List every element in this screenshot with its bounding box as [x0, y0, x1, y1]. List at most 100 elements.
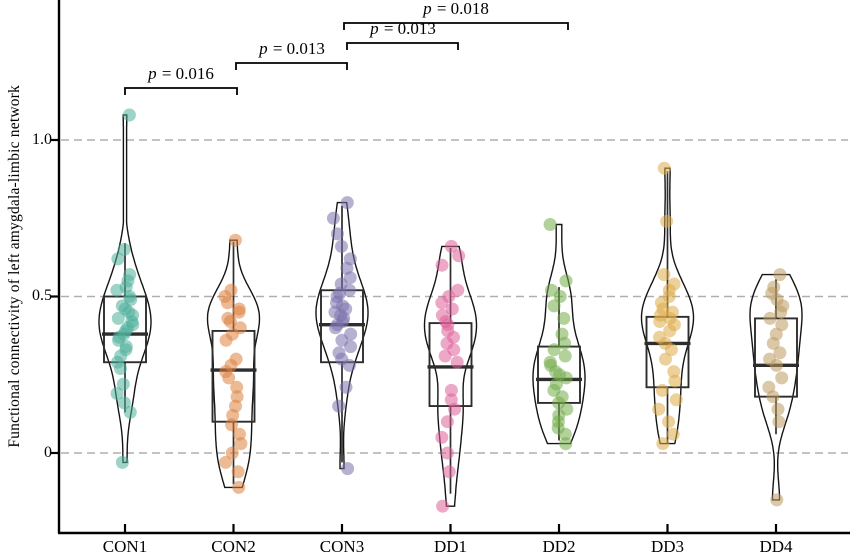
data-point [669, 393, 683, 407]
x-tick-label-dd2: DD2 [542, 537, 576, 556]
data-point [662, 415, 676, 429]
data-point [114, 362, 127, 375]
data-point [111, 311, 125, 325]
data-point [775, 318, 789, 332]
data-point [332, 399, 346, 413]
scatter-CON1 [110, 108, 140, 469]
data-point [444, 383, 458, 397]
sig-bracket-CON1-CON2 [124, 87, 238, 95]
scatter-DD2 [543, 218, 574, 451]
data-point [553, 290, 567, 303]
data-point [547, 343, 561, 357]
data-point [666, 427, 680, 441]
data-point [770, 493, 784, 507]
data-point [221, 296, 234, 310]
data-point [219, 455, 233, 469]
data-point [559, 437, 573, 451]
data-point [342, 358, 356, 372]
data-point [435, 296, 449, 310]
y-tick-label-0: 0 [44, 444, 52, 461]
data-point [774, 305, 788, 319]
data-point [329, 321, 342, 335]
data-point [339, 380, 353, 394]
data-point [230, 380, 244, 394]
data-point [222, 371, 236, 385]
data-point [559, 371, 573, 385]
x-tick-label-dd1: DD1 [433, 537, 468, 556]
data-point [115, 455, 129, 469]
data-point [343, 271, 357, 285]
data-point [547, 299, 561, 313]
x-tick-label-con2: CON2 [211, 537, 256, 556]
scatter-CON3 [326, 196, 358, 476]
data-point [341, 462, 355, 476]
data-point [116, 377, 130, 391]
y-tick-label-0-5: 0.5 [32, 287, 52, 304]
data-point [770, 358, 783, 372]
data-point [436, 499, 450, 513]
data-point [653, 315, 667, 328]
data-point [111, 252, 125, 266]
data-point [657, 268, 671, 282]
x-tick-label-dd3: DD3 [650, 537, 685, 556]
data-point [435, 258, 449, 272]
data-point [775, 371, 789, 385]
data-point [657, 161, 671, 175]
p-value-label-con3-dd1: p = 0.013 [370, 19, 436, 38]
data-point [772, 415, 786, 429]
data-point [771, 402, 785, 416]
scatter-CON2 [218, 233, 248, 494]
data-point [766, 336, 780, 350]
data-point [773, 346, 787, 360]
data-point [668, 374, 682, 388]
data-point [231, 465, 245, 479]
violin-outline-DD2 [532, 223, 586, 445]
data-point [445, 302, 459, 316]
data-point [110, 387, 124, 400]
data-point [444, 239, 458, 253]
data-point [330, 227, 344, 241]
data-point [663, 324, 677, 338]
data-point [223, 315, 237, 328]
x-tick-label-con1: CON1 [102, 537, 148, 556]
data-point [452, 249, 466, 263]
data-point [773, 268, 787, 282]
data-point [652, 402, 666, 416]
x-tick-label-con3: CON3 [319, 537, 365, 556]
data-point [234, 437, 248, 451]
scatter-DD1 [435, 239, 466, 513]
data-point [442, 465, 456, 479]
data-point [448, 402, 462, 416]
data-point [655, 383, 669, 397]
data-point [122, 108, 136, 122]
data-point [438, 349, 452, 363]
x-tick-label-dd4: DD4 [759, 537, 793, 556]
data-point [226, 408, 240, 422]
data-point [344, 340, 358, 354]
data-point [559, 274, 573, 288]
data-point [228, 233, 242, 247]
data-point [660, 214, 674, 228]
data-point [763, 311, 777, 325]
data-point [110, 283, 124, 297]
data-point [558, 336, 572, 350]
data-point [335, 239, 348, 253]
data-point [326, 211, 340, 225]
data-point [667, 365, 681, 379]
data-point [451, 283, 465, 297]
data-point [117, 396, 131, 410]
sig-bracket-CON3-DD2 [343, 22, 569, 30]
data-point [664, 343, 678, 357]
data-point [225, 446, 239, 460]
data-point [558, 349, 572, 363]
data-point [558, 427, 572, 441]
data-point [440, 415, 454, 429]
data-point [543, 218, 557, 231]
p-value-label-con1-con2: p = 0.016 [148, 64, 214, 83]
violin-outline-CON2 [206, 239, 261, 489]
data-point [219, 333, 233, 347]
sig-bracket-CON2-CON3 [235, 62, 348, 70]
y-tick-label-1-0: 1.0 [32, 131, 52, 148]
